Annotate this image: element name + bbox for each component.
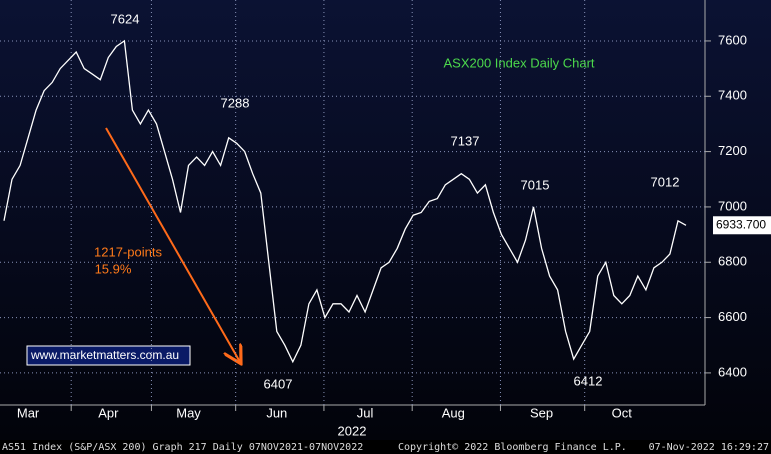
- y-tick-label: 7400: [718, 88, 747, 103]
- annotation: 15.9%: [95, 261, 132, 276]
- annotation: 7288: [221, 95, 250, 110]
- annotation: 1217-points: [94, 244, 162, 259]
- last-price-box: [713, 216, 771, 235]
- annotation: 6412: [574, 373, 603, 388]
- y-tick-label: 7000: [718, 198, 747, 213]
- website: www.marketmatters.com.au: [30, 348, 179, 362]
- x-tick-label: Apr: [98, 405, 119, 420]
- y-tick-label: 6400: [718, 364, 747, 379]
- x-axis-label: 2022: [338, 423, 367, 438]
- x-tick-label: Aug: [442, 405, 465, 420]
- arrow: [105, 127, 240, 362]
- annotation: 6407: [264, 376, 293, 391]
- chart-title: ASX200 Index Daily Chart: [443, 55, 594, 70]
- x-tick-label: Sep: [530, 405, 553, 420]
- annotation: 7015: [521, 177, 550, 192]
- x-tick-label: May: [176, 405, 201, 420]
- annotation: 7137: [451, 133, 480, 148]
- last-price-label: 6933.700: [716, 217, 766, 231]
- x-tick-label: Oct: [612, 405, 633, 420]
- x-tick-label: Jul: [357, 405, 374, 420]
- y-tick-label: 7200: [718, 143, 747, 158]
- x-tick-label: Jun: [266, 405, 287, 420]
- y-tick-label: 7600: [718, 32, 747, 47]
- footer-copyright: Copyright© 2022 Bloomberg Finance L.P.: [398, 442, 627, 453]
- footer-date: 07-Nov-2022 16:29:27: [649, 442, 769, 453]
- x-tick-label: Mar: [17, 405, 40, 420]
- price-line: [3, 39, 687, 364]
- y-tick-label: 6600: [718, 309, 747, 324]
- footer-left: AS51 Index (S&P/ASX 200) Graph 217 Daily…: [2, 442, 363, 453]
- y-tick-label: 6800: [718, 254, 747, 269]
- website-box: [26, 345, 191, 366]
- annotation: 7012: [651, 174, 680, 189]
- footer-bg: [0, 440, 771, 454]
- background: [0, 0, 771, 440]
- annotation: 7624: [111, 11, 140, 26]
